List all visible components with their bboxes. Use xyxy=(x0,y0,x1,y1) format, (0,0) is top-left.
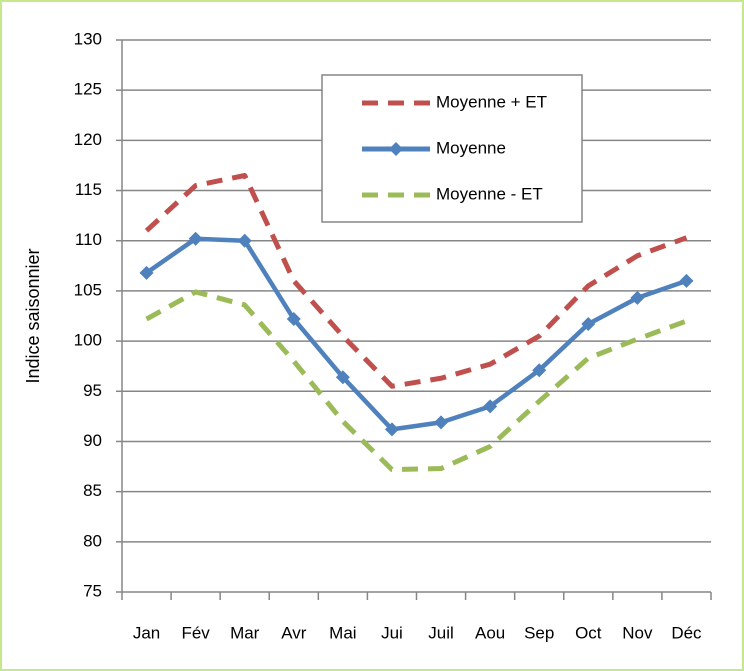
x-tick-label: Juil xyxy=(428,623,454,642)
y-axis-label: Indice saisonnier xyxy=(23,248,43,383)
x-tick-label: Aou xyxy=(475,623,505,642)
x-tick-label: Jui xyxy=(381,623,403,642)
x-tick-label: Nov xyxy=(622,623,653,642)
x-tick-label: Avr xyxy=(281,623,307,642)
y-tick-label: 90 xyxy=(83,431,102,450)
x-tick-label: Fév xyxy=(181,623,210,642)
legend-label: Moyenne + ET xyxy=(436,92,547,111)
marker xyxy=(384,422,399,437)
x-tick-label: Mar xyxy=(230,623,260,642)
marker xyxy=(434,415,449,430)
marker xyxy=(679,273,694,288)
y-tick-label: 105 xyxy=(74,280,102,299)
x-tick-label: Déc xyxy=(671,623,702,642)
legend-marker xyxy=(389,142,403,156)
y-tick-label: 120 xyxy=(74,130,102,149)
marker xyxy=(581,317,596,332)
marker xyxy=(532,363,547,378)
marker xyxy=(139,265,154,280)
y-tick-label: 110 xyxy=(75,230,102,249)
y-tick-label: 130 xyxy=(74,29,102,48)
marker xyxy=(335,370,350,385)
x-tick-label: Sep xyxy=(524,623,554,642)
marker xyxy=(237,233,252,248)
x-tick-label: Oct xyxy=(575,623,602,642)
series-line xyxy=(145,289,688,473)
y-tick-label: 85 xyxy=(83,481,102,500)
marker xyxy=(188,231,203,246)
series-line xyxy=(145,236,688,432)
y-tick-label: 125 xyxy=(74,80,102,99)
y-tick-label: 75 xyxy=(83,581,102,600)
marker xyxy=(630,290,645,305)
y-tick-label: 115 xyxy=(75,180,102,199)
y-tick-label: 100 xyxy=(74,331,102,350)
marker xyxy=(483,399,498,414)
legend-label: Moyenne - ET xyxy=(436,184,543,203)
legend-label: Moyenne xyxy=(436,138,506,157)
series-line xyxy=(144,172,688,389)
x-tick-label: Jan xyxy=(133,623,160,642)
x-tick-label: Mai xyxy=(329,623,356,642)
y-tick-label: 80 xyxy=(83,531,102,550)
y-tick-label: 95 xyxy=(83,381,102,400)
marker xyxy=(286,312,301,327)
